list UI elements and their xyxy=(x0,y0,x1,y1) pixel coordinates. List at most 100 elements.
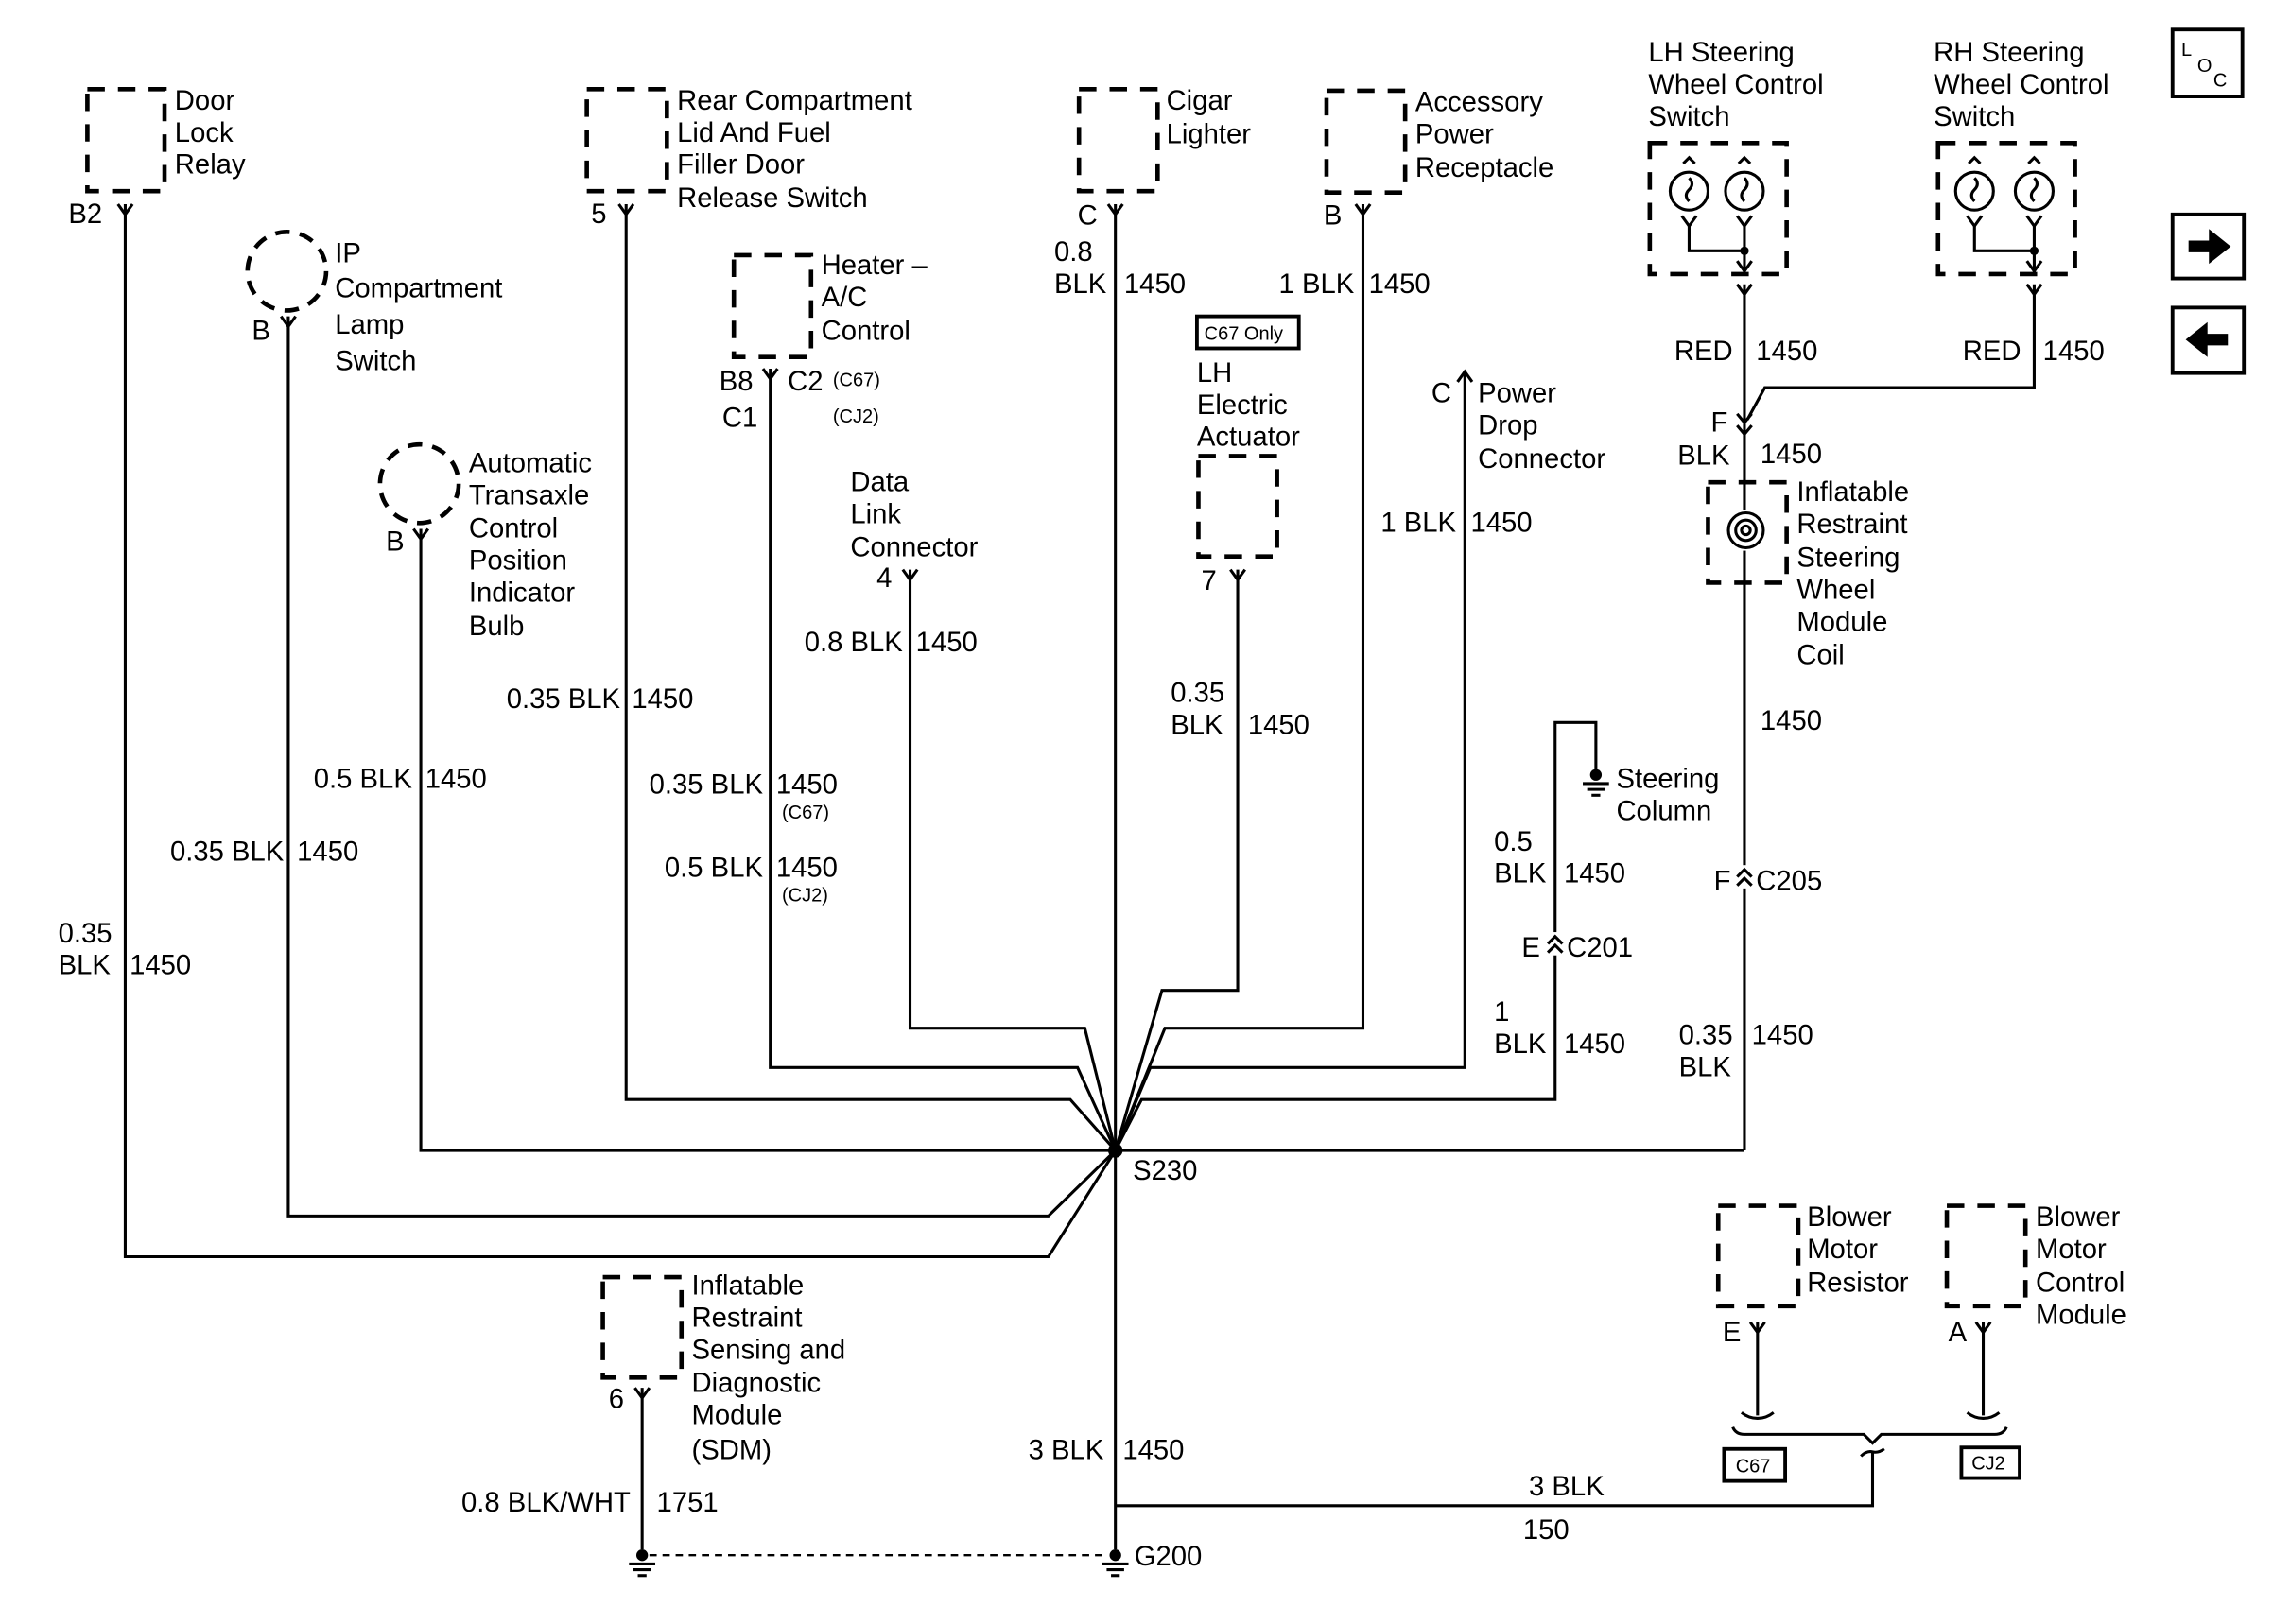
option-box xyxy=(1194,314,1301,351)
diagram-label: F xyxy=(1714,866,1731,896)
power-drop-connector: C Power Drop Connector 1 BLK 1450 xyxy=(1114,369,1605,1151)
diagram-label: 0.5 BLK xyxy=(314,765,413,795)
steering-column-ground: Steering Column E C201 0.5 BLK 1450 1 BL… xyxy=(1114,720,1719,1151)
diagram-label: Coil xyxy=(1796,641,1844,671)
diagram-label: 3 BLK xyxy=(1529,1472,1605,1502)
diagram-label: LH Steering xyxy=(1648,38,1794,68)
diagram-label: Link xyxy=(850,499,901,529)
heater-ac-control: Heater – A/C Control B8 C1 C2 (C67) (CJ2… xyxy=(650,251,1118,1151)
diagram-label: LH xyxy=(1197,358,1232,389)
loc-letter: C xyxy=(2213,70,2227,91)
diagram-label: Bulb xyxy=(469,612,525,642)
diagram-label: E xyxy=(1723,1318,1742,1348)
diagram-label: 1450 xyxy=(776,770,838,801)
diagram-label: Switch xyxy=(1648,102,1729,132)
diagram-label: Relay xyxy=(175,150,246,181)
diagram-label: (CJ2) xyxy=(833,406,879,427)
diagram-label: C xyxy=(1078,201,1098,232)
diagram-label: 1450 xyxy=(1124,269,1186,300)
loc-letter: O xyxy=(2197,56,2212,77)
diagram-label: 1450 xyxy=(1564,1029,1625,1060)
diagram-label: 0.35 xyxy=(1171,679,1224,709)
diagram-label: Lock xyxy=(175,118,234,148)
diagram-label: 7 xyxy=(1202,566,1217,596)
diagram-label: (C67) xyxy=(833,371,880,391)
diagram-label: RH Steering xyxy=(1934,38,2084,68)
diagram-label: C205 xyxy=(1756,866,1822,896)
diagram-label: A/C xyxy=(822,283,868,313)
diagram-label: BLK xyxy=(1494,859,1547,890)
rh-steering-wheel-control-switch: RH Steering Wheel Control Switch RED 145… xyxy=(1745,38,2108,421)
diagram-label: (CJ2) xyxy=(782,886,828,907)
blower-motor-resistor: Blower Motor Resistor E C67 xyxy=(1715,1202,1909,1483)
previous-page-button[interactable] xyxy=(2170,305,2247,375)
diagram-label: 0.35 xyxy=(59,919,113,949)
diagram-label: G200 xyxy=(1135,1542,1203,1572)
diagram-label: Diagnostic xyxy=(692,1369,822,1399)
location-button[interactable]: L O C xyxy=(2170,27,2245,98)
next-page-button[interactable] xyxy=(2170,212,2247,281)
diagram-label: C1 xyxy=(722,404,757,434)
diagram-label: 1450 xyxy=(1470,509,1532,539)
diagram-label: Data xyxy=(850,467,910,497)
rear-compartment-release-switch: Rear Compartment Lid And Fuel Filler Doo… xyxy=(507,86,1117,1152)
diagram-label: 1 BLK xyxy=(1279,269,1355,300)
diagram-label: B xyxy=(1324,201,1343,232)
option-box-c67 xyxy=(1722,1446,1788,1483)
diagram-label: Module xyxy=(692,1401,783,1431)
diagram-label: C2 xyxy=(788,367,823,397)
sir-steering-wheel-module-coil: F BLK 1450 Inflatable Restraint Steering… xyxy=(1677,407,1909,1082)
diagram-label: C67 Only xyxy=(1205,323,1283,344)
door-lock-relay: Door Lock Relay B2 0.35 BLK 1450 xyxy=(59,86,1117,1259)
diagram-label: 0.8 xyxy=(1054,237,1093,268)
diagram-label: RED xyxy=(1674,337,1733,367)
diagram-label: B xyxy=(252,316,270,346)
diagram-label: Steering xyxy=(1796,544,1900,574)
splice-s230: S230 xyxy=(1107,1143,1197,1186)
diagram-label: Release Switch xyxy=(677,183,868,214)
diagram-label: 1450 xyxy=(1122,1436,1184,1466)
diagram-label: 0.5 xyxy=(1494,827,1533,857)
diagram-label: Wheel Control xyxy=(1934,70,2108,100)
diagram-label: Control xyxy=(2036,1268,2125,1298)
diagram-label: 0.35 xyxy=(1679,1021,1733,1051)
transaxle-indicator-bulb: Automatic Transaxle Control Position Ind… xyxy=(314,441,1116,1152)
diagram-label: Position xyxy=(469,546,567,577)
diagram-label: 1450 xyxy=(297,838,358,868)
diagram-label: Sensing and xyxy=(692,1335,846,1365)
diagram-label: BLK xyxy=(59,951,112,981)
diagram-label: Compartment xyxy=(335,274,502,304)
diagram-label: 0.35 BLK xyxy=(650,770,764,801)
diagram-label: 1450 xyxy=(632,684,693,715)
diagram-label: Restraint xyxy=(692,1303,803,1333)
diagram-label: 1450 xyxy=(130,951,191,981)
diagram-label: C xyxy=(1431,378,1451,408)
sensing-diagnostic-module: Inflatable Restraint Sensing and Diagnos… xyxy=(461,1271,846,1578)
coil-spiral-icon xyxy=(1726,510,1765,550)
diagram-label: Lighter xyxy=(1167,119,1252,149)
diagram-label: Drop xyxy=(1478,410,1537,441)
left-arrow-icon xyxy=(2185,321,2229,357)
diagram-label: Accessory xyxy=(1415,87,1543,117)
diagram-label: 3 BLK xyxy=(1029,1436,1104,1466)
diagram-label: 5 xyxy=(591,199,606,230)
diagram-label: 1450 xyxy=(1369,269,1431,300)
diagram-label: Module xyxy=(2036,1300,2126,1330)
diagram-label: Actuator xyxy=(1197,423,1300,453)
diagram-label: Blower xyxy=(2036,1202,2121,1233)
diagram-label: 1450 xyxy=(916,628,978,658)
diagram-label: 1450 xyxy=(1752,1021,1813,1051)
diagram-label: Electric xyxy=(1197,390,1288,421)
diagram-label: B xyxy=(386,527,405,558)
diagram-label: BLK xyxy=(1679,1053,1732,1083)
diagram-label: 1450 xyxy=(1761,706,1822,736)
diagram-label: Indicator xyxy=(469,578,575,608)
diagram-label: 1450 xyxy=(2043,337,2105,367)
ground-icon xyxy=(1101,1547,1131,1578)
ground-icon xyxy=(627,1547,657,1578)
diagram-label: BLK xyxy=(1171,711,1223,741)
diagram-label: Column xyxy=(1616,796,1711,826)
diagram-label: F xyxy=(1711,407,1728,438)
diagram-label: 0.5 BLK xyxy=(665,854,764,884)
